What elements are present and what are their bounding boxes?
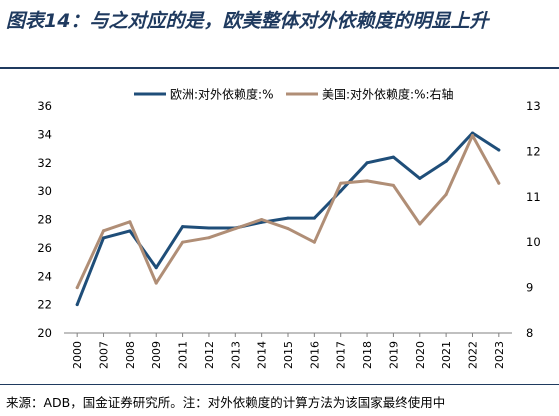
x-tick-label: 2020 <box>414 341 427 369</box>
data-point-us <box>75 286 79 290</box>
data-point-us <box>497 181 501 185</box>
x-tick-label: 2000 <box>71 341 84 369</box>
axes: 2000 2007 2008 2009 2011 2012 2013 2014 2015 2016… <box>37 99 540 369</box>
data-point-us <box>471 134 474 137</box>
y-right-tick-label: 10 <box>526 235 541 249</box>
x-tick-label: 2014 <box>256 341 269 369</box>
x-tick-label: 2016 <box>308 341 321 369</box>
y-left-tick-label: 22 <box>37 298 52 312</box>
x-tick-label: 2021 <box>440 341 453 369</box>
y-left-tick-label: 32 <box>37 156 52 170</box>
x-tick-label: 2017 <box>335 341 348 369</box>
data-point-europe <box>286 216 290 220</box>
y-right-tick-label: 13 <box>526 99 541 113</box>
data-point-us <box>154 281 158 285</box>
data-point-europe <box>444 159 448 163</box>
y-left-tick-label: 28 <box>37 213 52 227</box>
x-tick-label: 2009 <box>150 341 163 369</box>
x-tick-label: 2022 <box>466 341 479 369</box>
data-point-us <box>128 220 132 224</box>
data-point-us <box>102 229 105 233</box>
data-point-europe <box>365 161 369 165</box>
source-divider <box>0 384 559 385</box>
data-point-us <box>365 179 369 183</box>
data-point-europe <box>339 189 343 193</box>
legend-label-europe: 欧洲:对外依赖度:% <box>170 87 274 102</box>
y-left-tick-label: 30 <box>37 184 52 198</box>
x-tick-label: 2007 <box>98 341 111 369</box>
data-point-europe <box>102 236 105 240</box>
x-tick-label: 2012 <box>203 341 216 369</box>
data-point-us <box>260 218 264 221</box>
data-point-europe <box>497 148 501 152</box>
y-left-tick-label: 36 <box>37 99 52 113</box>
y-right-tick-label: 12 <box>526 144 541 158</box>
source-note: 来源：ADB，国金证券研究所。注：对外依赖度的计算方法为该国家最终使用中 <box>6 395 446 410</box>
data-point-us <box>181 240 185 244</box>
x-tick-label: 2013 <box>229 341 242 369</box>
y-left-tick-label: 34 <box>37 127 52 141</box>
data-point-europe <box>75 303 79 307</box>
data-point-europe <box>207 226 211 230</box>
y-left-tick-label: 20 <box>37 326 52 340</box>
title-divider <box>0 67 559 69</box>
data-point-europe <box>391 155 395 159</box>
data-point-us <box>207 236 211 240</box>
y-right-tick-label: 8 <box>526 326 533 340</box>
x-tick-label: 2018 <box>361 341 374 369</box>
data-point-us <box>233 227 237 231</box>
data-point-us <box>418 222 422 226</box>
data-point-europe <box>128 229 132 233</box>
y-right-tick-label: 11 <box>526 190 541 204</box>
x-tick-label: 2019 <box>387 341 400 369</box>
chart-title: 图表14：与之对应的是，欧美整体对外依赖度的明显上升 <box>6 10 489 32</box>
y-right-tick-label: 9 <box>526 281 533 295</box>
data-point-europe <box>181 225 185 229</box>
y-left-tick-label: 24 <box>37 269 52 283</box>
data-point-us <box>339 181 343 185</box>
x-tick-label: 2008 <box>124 341 137 369</box>
data-point-us <box>312 240 316 244</box>
data-point-europe <box>260 220 264 224</box>
data-point-us <box>286 227 290 231</box>
x-tick-label: 2023 <box>493 341 506 369</box>
series-line-us <box>75 134 501 290</box>
data-point-europe <box>471 131 474 135</box>
x-tick-label: 2011 <box>177 341 190 369</box>
data-point-europe <box>312 216 316 220</box>
y-left-tick-label: 26 <box>37 241 52 255</box>
series-lines <box>75 131 501 307</box>
line-chart: 欧洲:对外依赖度:% 美国:对外依赖度:%:右轴 2000 2007 2008 200… <box>37 87 540 370</box>
data-point-europe <box>154 266 158 270</box>
legend: 欧洲:对外依赖度:% 美国:对外依赖度:%:右轴 <box>134 87 454 102</box>
data-point-us <box>444 193 448 196</box>
x-tick-label: 2015 <box>282 341 295 369</box>
data-point-europe <box>418 176 422 180</box>
data-point-us <box>391 183 395 187</box>
legend-label-us: 美国:对外依赖度:%:右轴 <box>322 87 454 102</box>
